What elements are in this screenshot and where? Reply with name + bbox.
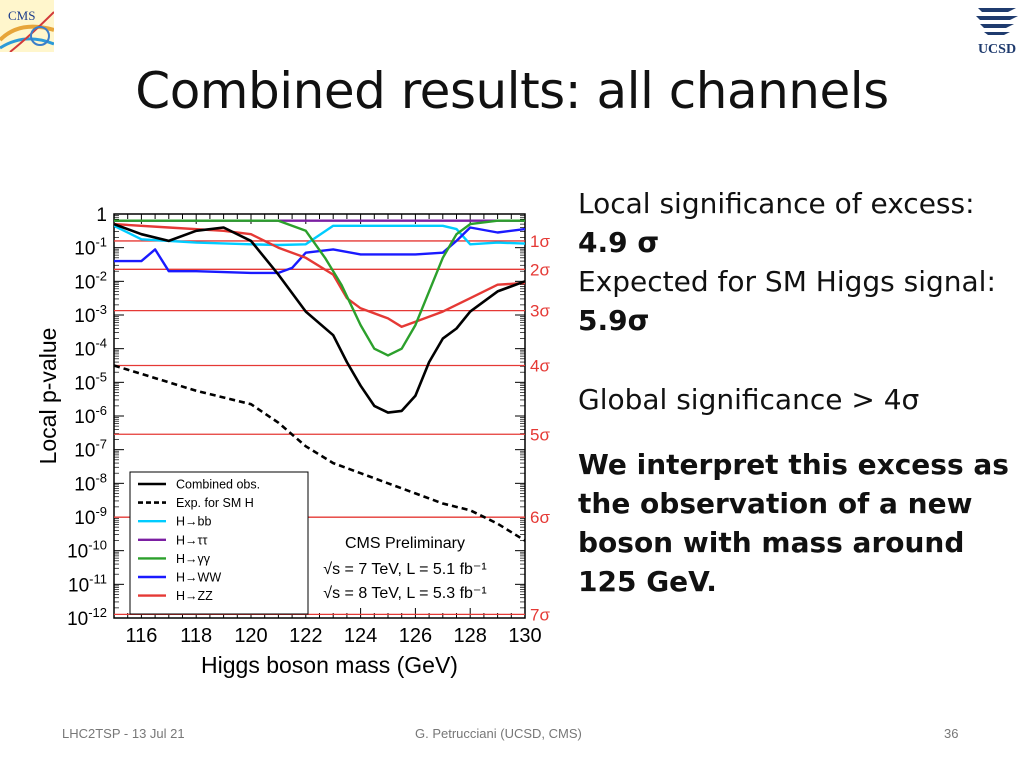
footer-author: G. Petrucciani (UCSD, CMS) <box>415 726 582 741</box>
footer-left: LHC2TSP - 13 Jul 21 <box>62 726 185 741</box>
x-tick-label: 118 <box>180 625 212 647</box>
y-tick-label: 10-3 <box>74 302 107 327</box>
annotation-title: CMS Preliminary <box>345 535 465 552</box>
x-tick-label: 116 <box>125 625 157 647</box>
series-line <box>114 222 525 328</box>
y-tick-label: 10-4 <box>74 336 107 361</box>
ucsd-logo-text: UCSD <box>978 42 1016 57</box>
series-line <box>114 226 525 275</box>
legend-label: H→γγ <box>176 552 211 566</box>
ucsd-logo: UCSD <box>976 8 1018 57</box>
y-tick-label: 10-11 <box>68 571 107 596</box>
x-tick-label: 128 <box>454 625 487 647</box>
y-tick-label: 10-5 <box>74 369 107 394</box>
bullet-interpretation: We interpret this excess as the observat… <box>578 448 1009 598</box>
x-tick-label: 120 <box>234 625 267 647</box>
x-tick-label: 124 <box>344 625 377 647</box>
slide-title: Combined results: all channels <box>135 62 889 120</box>
sigma-label: 3σ <box>530 302 550 321</box>
series-line <box>114 224 525 247</box>
legend-label: H→ZZ <box>176 589 213 603</box>
series-line <box>114 219 525 357</box>
bullet-expected-significance: Expected for SM Higgs signal: 5.9σ <box>578 262 1018 340</box>
y-tick-label: 1 <box>96 205 107 226</box>
sigma-label: 7σ <box>530 605 550 624</box>
sigma-label: 1σ <box>530 232 550 251</box>
series-line <box>114 222 525 414</box>
legend-label: H→bb <box>176 515 211 529</box>
page-number: 36 <box>944 726 959 741</box>
series-group <box>114 219 525 542</box>
bullet-list: Local significance of excess: 4.9 σ Expe… <box>578 184 1018 601</box>
y-tick-label: 10-10 <box>67 538 107 563</box>
cms-logo-text: CMS <box>8 8 35 23</box>
y-tick-label: 10-8 <box>74 470 107 495</box>
x-tick-label: 130 <box>508 625 541 647</box>
cms-logo: CMS <box>0 0 54 52</box>
y-tick-label: 10-7 <box>74 437 107 462</box>
x-axis-label: Higgs boson mass (GeV) <box>201 652 458 678</box>
y-tick-label: 10-9 <box>74 504 107 529</box>
sigma-label: 2σ <box>530 260 550 279</box>
series-line <box>114 364 525 542</box>
bullet-expected-significance-value: 5.9σ <box>578 304 650 337</box>
bullet-global-significance: Global significance > 4σ <box>578 383 920 416</box>
x-tick-label: 126 <box>399 625 432 647</box>
legend-box <box>129 471 309 615</box>
sigma-label: 5σ <box>530 425 550 444</box>
y-tick-label: 10-2 <box>74 268 107 293</box>
legend-label: H→ττ <box>176 533 207 547</box>
bullet-local-significance-value: 4.9 σ <box>578 226 660 259</box>
y-tick-label: 10-6 <box>74 403 107 428</box>
x-tick-label: 122 <box>289 625 322 647</box>
y-tick-label: 10-1 <box>74 235 107 260</box>
sigma-label: 6σ <box>530 508 550 527</box>
y-axis-label: Local p-value <box>35 328 61 465</box>
annotation-line1: √s = 7 TeV, L = 5.1 fb⁻¹ <box>323 561 486 578</box>
bullet-local-significance: Local significance of excess: 4.9 σ <box>578 184 1018 262</box>
sigma-label: 4σ <box>530 356 550 375</box>
legend-label: Combined obs. <box>176 478 260 492</box>
legend-label: H→WW <box>176 571 221 585</box>
p-value-chart: 116 118 120 122 124 126 128 130 1 10-1 10-2 10-3 10-… <box>35 205 550 678</box>
bullet-expected-significance-text: Expected for SM Higgs signal: <box>578 265 996 298</box>
annotation-line2: √s = 8 TeV, L = 5.3 fb⁻¹ <box>323 585 486 602</box>
legend-label: Exp. for SM H <box>176 496 254 510</box>
bullet-local-significance-text: Local significance of excess: <box>578 187 975 220</box>
y-tick-label: 10-12 <box>67 605 107 630</box>
